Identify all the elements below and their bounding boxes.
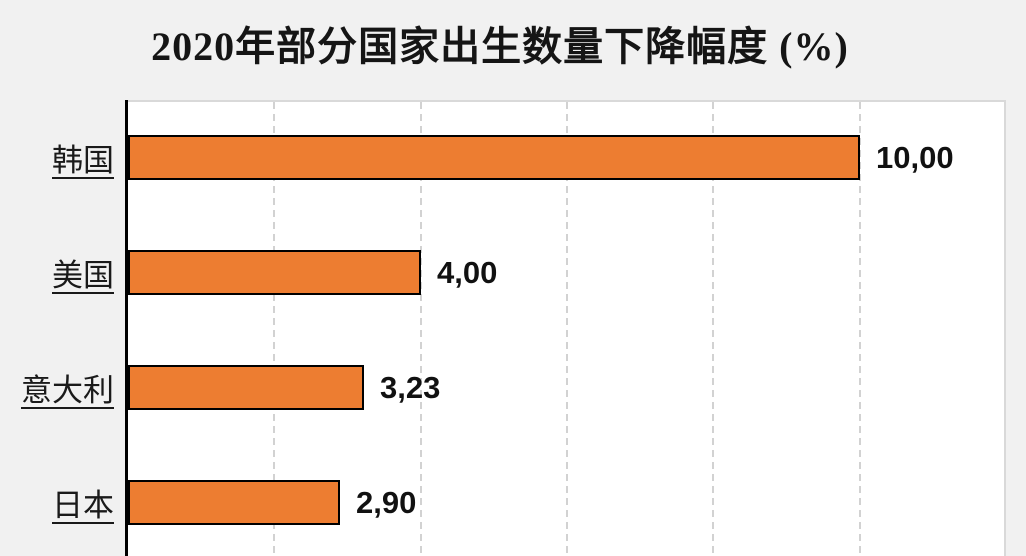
gridline: [712, 102, 714, 556]
gridline: [273, 102, 275, 556]
gridline: [566, 102, 568, 556]
category-label: 意大利: [21, 373, 114, 408]
bar: [128, 250, 421, 295]
category-label: 日本: [52, 488, 114, 523]
category-label: 美国: [52, 258, 114, 293]
gridline: [859, 102, 861, 556]
y-axis-line: [125, 100, 128, 556]
bar: [128, 365, 364, 410]
value-label: 4,00: [437, 254, 498, 290]
gridline: [420, 102, 422, 556]
category-label: 韩国: [52, 143, 114, 178]
bar: [128, 480, 340, 525]
value-label: 2,90: [356, 484, 417, 520]
value-label: 3,23: [380, 369, 441, 405]
bar: [128, 135, 860, 180]
chart-title: 2020年部分国家出生数量下降幅度 (%): [151, 24, 849, 69]
value-label: 10,00: [876, 139, 954, 175]
